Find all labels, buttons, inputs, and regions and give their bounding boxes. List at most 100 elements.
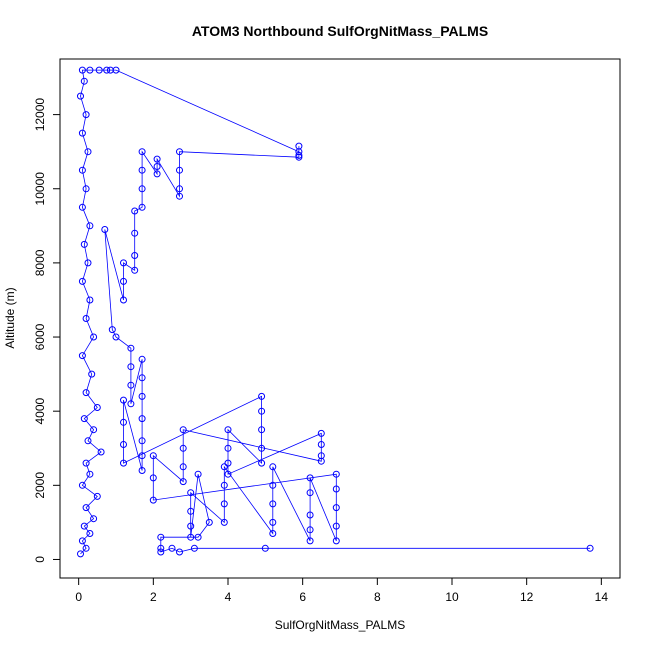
data-point [82, 111, 90, 119]
data-point [187, 522, 195, 530]
y-axis-label: Altitude (m) [3, 287, 17, 348]
y-tick-label: 0 [33, 556, 47, 563]
data-point [168, 544, 176, 552]
data-point [88, 370, 96, 378]
data-point [586, 544, 594, 552]
data-point [120, 441, 127, 448]
data-point [176, 185, 183, 193]
data-point [90, 426, 98, 434]
data-point [269, 481, 277, 489]
data-point [127, 400, 135, 408]
data-point [86, 222, 94, 230]
data-point [138, 185, 146, 193]
data-point [220, 481, 228, 489]
data-point [295, 153, 303, 161]
data-point [138, 166, 146, 174]
data-point [108, 326, 116, 334]
data-point [149, 496, 157, 504]
data-point [120, 277, 127, 285]
data-point [138, 355, 146, 363]
data-point [95, 66, 103, 74]
data-point [187, 507, 195, 515]
data-point [269, 530, 277, 537]
data-point [332, 470, 340, 478]
data-point [86, 66, 94, 74]
data-point [112, 333, 120, 341]
data-point [120, 418, 127, 426]
data-point [258, 426, 266, 434]
data-point [138, 467, 146, 474]
data-point [138, 374, 146, 382]
data-point [84, 259, 92, 267]
data-point [269, 518, 277, 526]
data-point [78, 66, 86, 74]
data-point [80, 240, 88, 248]
x-tick-label: 2 [150, 590, 157, 604]
data-point [138, 452, 146, 460]
data-point [120, 296, 127, 304]
data-point [86, 470, 94, 478]
data-point [190, 544, 198, 552]
data-point [138, 203, 146, 211]
data-point [82, 389, 90, 397]
data-point [176, 192, 183, 200]
data-point [131, 229, 139, 237]
x-tick-label: 14 [595, 590, 609, 604]
data-point [78, 277, 86, 285]
data-point [332, 504, 340, 512]
series-layer [77, 66, 594, 558]
data-point [82, 504, 90, 512]
data-point [90, 515, 98, 523]
data-point [153, 155, 161, 163]
data-point [138, 415, 146, 423]
y-tick-label: 4000 [33, 398, 47, 425]
data-point [86, 296, 94, 304]
data-point [149, 452, 157, 460]
y-tick-label: 6000 [33, 323, 47, 350]
data-point [157, 544, 165, 552]
data-point [153, 170, 161, 178]
data-point [317, 429, 325, 437]
series-line [80, 69, 591, 555]
data-point [317, 441, 325, 448]
data-point [78, 129, 86, 137]
data-point [332, 485, 340, 493]
data-point [120, 259, 127, 267]
data-point [77, 550, 84, 558]
data-point [77, 92, 84, 100]
data-point [194, 470, 202, 478]
data-point [103, 66, 111, 74]
y-tick-label: 10000 [33, 172, 47, 206]
y-tick-label: 12000 [33, 98, 47, 132]
data-point [78, 537, 86, 545]
data-point [258, 407, 266, 415]
data-point [176, 166, 183, 174]
data-point [179, 463, 187, 471]
data-point [120, 396, 127, 404]
data-point [179, 426, 187, 434]
data-point [127, 381, 135, 389]
data-point [78, 166, 86, 174]
data-point [93, 404, 101, 411]
data-point [112, 66, 120, 74]
data-point [261, 544, 269, 552]
data-point [131, 266, 139, 274]
data-point [194, 533, 202, 541]
data-point [138, 437, 146, 445]
data-point [86, 530, 94, 537]
y-axis: 0 2000 4000 6000 8000 10000 12000 [33, 98, 61, 563]
data-point [157, 548, 165, 556]
data-point [220, 518, 228, 526]
data-point [332, 537, 340, 545]
data-point [224, 470, 232, 478]
data-point [205, 518, 213, 526]
data-point [269, 500, 277, 508]
data-point [80, 415, 88, 423]
data-point [224, 444, 232, 452]
data-point [131, 252, 139, 259]
data-point [306, 537, 314, 545]
data-point [258, 459, 266, 467]
data-point [120, 459, 127, 467]
data-point [78, 203, 86, 211]
